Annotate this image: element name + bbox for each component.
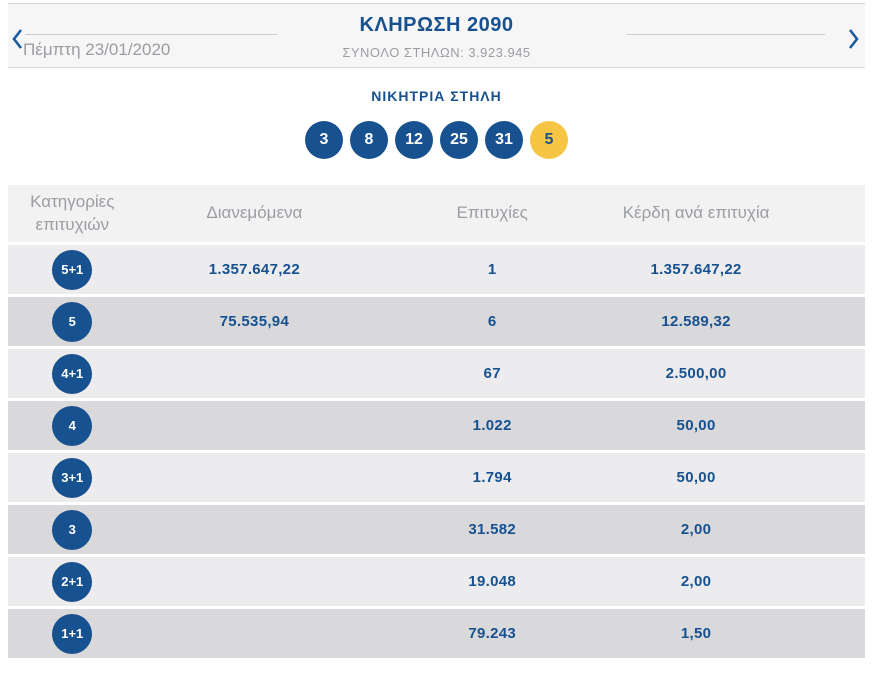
category-badge: 4 [52, 405, 93, 446]
winners-cell: 1.794 [472, 469, 512, 486]
prize-cell: 2.500,00 [665, 365, 727, 382]
prize-cell: 1.357.647,22 [650, 261, 742, 278]
draw-header: Πέμπτη 23/01/2020 ΚΛΗΡΩΣΗ 2090 ΣΥΝΟΛΟ ΣΤ… [8, 3, 865, 68]
winning-number-ball: 31 [485, 121, 523, 159]
category-badge: 3 [52, 509, 93, 550]
winners-cell: 1 [487, 261, 497, 278]
distributed-cell: 1.357.647,22 [208, 261, 300, 278]
table-row: 2+1 19.048 2,00 [8, 557, 865, 606]
prize-cell: 50,00 [676, 469, 716, 486]
winning-number-ball: 3 [305, 121, 343, 159]
prize-cell: 12.589,32 [661, 313, 731, 330]
table-row: 5 75.535,94 6 12.589,32 [8, 297, 865, 346]
winning-number-ball: 12 [395, 121, 433, 159]
chevron-left-icon [10, 28, 26, 50]
category-badge: 2+1 [52, 561, 93, 602]
prize-cell: 1,50 [680, 625, 712, 642]
header-divider-right [627, 34, 825, 35]
draw-title: ΚΛΗΡΩΣΗ 2090 [359, 14, 514, 36]
winning-column-label: ΝΙΚΗΤΡΙΑ ΣΤΗΛΗ [371, 88, 502, 104]
winners-cell: 1.022 [472, 417, 512, 434]
category-badge: 5+1 [52, 249, 93, 290]
header-divider-left [25, 34, 277, 35]
prize-cell: 2,00 [680, 573, 712, 590]
category-badge: 3+1 [52, 457, 93, 498]
chevron-right-icon [845, 28, 861, 50]
column-header-prize: Κέρδη ανά επιτυχία [622, 203, 770, 223]
draw-date: Πέμπτη 23/01/2020 [23, 40, 171, 59]
results-table-header: Κατηγορίες επιτυχιών Διανεμόμενα Επιτυχί… [8, 185, 865, 242]
winning-number-ball: 8 [350, 121, 388, 159]
winners-cell: 19.048 [468, 573, 517, 590]
previous-draw-button[interactable] [10, 28, 26, 50]
table-row: 5+1 1.357.647,22 1 1.357.647,22 [8, 245, 865, 294]
results-table-body: 5+1 1.357.647,22 1 1.357.647,22 5 75.535,94 6 1… [8, 245, 865, 658]
winners-cell: 31.582 [468, 521, 517, 538]
column-header-categories: Κατηγορίες επιτυχιών [30, 191, 115, 234]
prize-cell: 50,00 [676, 417, 716, 434]
draw-title-block: ΚΛΗΡΩΣΗ 2090 ΣΥΝΟΛΟ ΣΤΗΛΩΝ: 3.923.945 [8, 14, 865, 60]
category-badge: 1+1 [52, 613, 93, 654]
total-columns-label: ΣΥΝΟΛΟ ΣΤΗΛΩΝ: 3.923.945 [342, 45, 531, 60]
winners-cell: 67 [483, 365, 501, 382]
next-draw-button[interactable] [845, 28, 861, 50]
table-row: 3+1 1.794 50,00 [8, 453, 865, 502]
table-row: 4 1.022 50,00 [8, 401, 865, 450]
table-row: 1+1 79.243 1,50 [8, 609, 865, 658]
category-badge: 5 [52, 301, 93, 342]
table-row: 3 31.582 2,00 [8, 505, 865, 554]
winning-column-section: ΝΙΚΗΤΡΙΑ ΣΤΗΛΗ 3 8 12 25 31 5 [0, 88, 873, 159]
winning-numbers: 3 8 12 25 31 5 [0, 121, 873, 159]
winners-cell: 6 [487, 313, 497, 330]
prize-cell: 2,00 [680, 521, 712, 538]
category-badge: 4+1 [52, 353, 93, 394]
table-row: 4+1 67 2.500,00 [8, 349, 865, 398]
distributed-cell: 75.535,94 [219, 313, 290, 330]
results-table: Κατηγορίες επιτυχιών Διανεμόμενα Επιτυχί… [8, 185, 865, 661]
winners-cell: 79.243 [468, 625, 517, 642]
column-header-winners: Επιτυχίες [456, 203, 528, 223]
column-header-distributed: Διανεμόμενα [206, 203, 303, 223]
winning-number-ball: 25 [440, 121, 478, 159]
bonus-number-ball: 5 [530, 121, 568, 159]
